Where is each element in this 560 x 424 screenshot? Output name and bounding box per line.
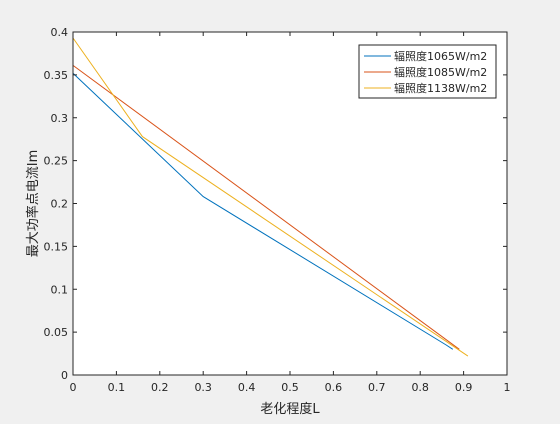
y-tick-label: 0.3 — [51, 112, 69, 125]
series-lines — [72, 37, 469, 357]
x-tick-label: 0.8 — [411, 381, 429, 394]
legend-label-1: 辐照度1065W/m2 — [394, 49, 487, 63]
legend: 辐照度1065W/m2 辐照度1085W/m2 辐照度1138W/m2 — [358, 44, 497, 99]
y-tick-label: 0.2 — [51, 198, 69, 211]
x-tick-label: 0.1 — [108, 381, 126, 394]
x-tick-label: 0.7 — [368, 381, 386, 394]
y-tick-label: 0.1 — [51, 283, 69, 296]
y-tick-label: 0 — [61, 369, 68, 382]
x-tick-label: 0.3 — [194, 381, 212, 394]
y-tick-label: 0.25 — [44, 155, 69, 168]
x-tick-label: 0.5 — [281, 381, 299, 394]
x-axis-ticks: 0 0.1 0.2 0.3 0.4 0.5 0.6 0.7 0.8 0.9 1 — [70, 32, 511, 394]
y-tick-label: 0.05 — [44, 326, 69, 339]
x-tick-label: 0.6 — [325, 381, 343, 394]
legend-label-3: 辐照度1138W/m2 — [394, 81, 487, 95]
y-axis-ticks: 0 0.05 0.1 0.15 0.2 0.25 0.3 0.35 0.4 — [44, 26, 507, 382]
x-tick-label: 0.4 — [238, 381, 256, 394]
series-line-2 — [72, 64, 460, 350]
y-tick-label: 0.15 — [44, 240, 69, 253]
legend-label-2: 辐照度1085W/m2 — [394, 65, 487, 79]
series-line-1 — [72, 72, 454, 350]
y-tick-label: 0.4 — [51, 26, 69, 39]
x-tick-label: 0 — [70, 381, 77, 394]
x-tick-label: 0.2 — [151, 381, 169, 394]
x-tick-label: 0.9 — [455, 381, 473, 394]
y-tick-label: 0.35 — [44, 69, 69, 82]
x-axis-label: 老化程度L — [260, 401, 320, 417]
x-tick-label: 1 — [504, 381, 511, 394]
series-line-3 — [72, 37, 469, 357]
y-axis-label: 最大功率点电流Im — [25, 150, 41, 258]
